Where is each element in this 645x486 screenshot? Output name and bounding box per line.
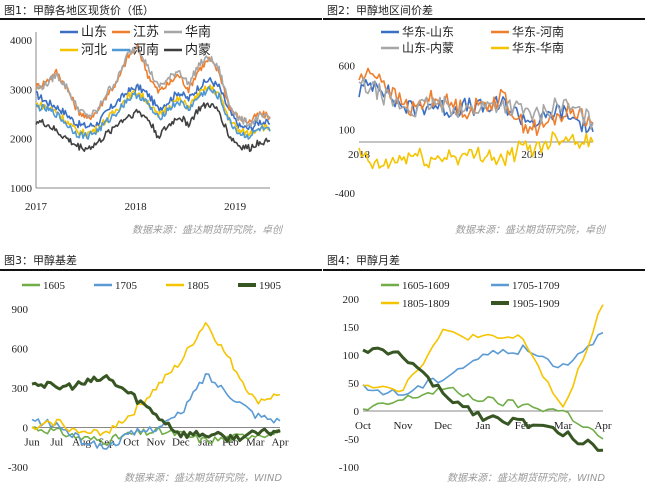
y-tick-label: -300 xyxy=(8,462,29,471)
x-tick-label: 2017 xyxy=(25,201,48,213)
series-line-1905 xyxy=(31,374,281,443)
legend-label: 华南 xyxy=(185,24,211,39)
y-tick-label: 1000 xyxy=(10,183,33,195)
y-tick-label: 100 xyxy=(343,350,360,362)
chart-source: 数据来源：盛达期货研究院，卓创 xyxy=(455,225,605,236)
series-line-河南 xyxy=(35,86,271,140)
title-rule xyxy=(0,18,322,20)
legend-label: 河南 xyxy=(133,42,159,57)
x-tick-label: Apr xyxy=(594,420,611,432)
legend-label: 华东-山东 xyxy=(402,25,454,39)
chart-title: 图2：甲醇地区间价差 xyxy=(327,4,433,17)
legend-label: 江苏 xyxy=(133,24,159,39)
legend-label: 1605-1609 xyxy=(402,280,450,292)
y-tick-label: -100 xyxy=(339,462,360,471)
chart-panel-1: 图1：甲醇各地区现货价（低） 1000 2000 3000 4000 2017 2018 2… xyxy=(0,0,322,243)
chart-svg: -100 -50 0 50 100 150 200 Oct Nov Dec Jan Feb Mar Apr… xyxy=(339,280,612,471)
y-tick-label: 2000 xyxy=(10,134,33,146)
chart-title: 图3：甲醇基差 xyxy=(4,254,77,267)
series-line-山东 xyxy=(35,77,271,132)
y-tick-label: 300 xyxy=(12,383,29,395)
y-tick-label: 3000 xyxy=(10,84,33,96)
y-tick-label: 200 xyxy=(343,294,360,306)
series-line-华东-华南 xyxy=(358,131,594,170)
x-tick-label: Dec xyxy=(434,420,452,432)
x-tick-label: Oct xyxy=(355,420,371,432)
y-tick-label: 0 xyxy=(354,406,360,418)
x-tick-label: Dec xyxy=(172,437,190,449)
chart-source: 数据来源：盛达期货研究院，WIND xyxy=(124,473,283,484)
legend-label: 1705-1709 xyxy=(512,280,560,292)
legend-label: 山东 xyxy=(81,24,107,39)
title-rule xyxy=(323,269,645,271)
y-tick-label: -400 xyxy=(335,188,356,200)
chart-source: 数据来源：盛达期货研究院，卓创 xyxy=(132,225,282,236)
legend-label: 1805 xyxy=(187,280,210,292)
x-tick-label: 2019 xyxy=(224,201,247,213)
series-line-山东-内蒙 xyxy=(358,76,594,130)
chart-panel-4: 图4：甲醇月差 -100 -50 0 50 100 150 200 Oct Nov Dec Jan F… xyxy=(323,247,645,486)
legend-label: 1605 xyxy=(43,280,66,292)
y-tick-label: 0 xyxy=(23,423,29,435)
legend-label: 1905 xyxy=(259,280,282,292)
y-tick-label: 150 xyxy=(343,322,360,334)
y-tick-label: 600 xyxy=(12,344,29,356)
x-tick-label: Jul xyxy=(50,437,63,449)
legend-label: 1805-1809 xyxy=(402,298,450,310)
legend-label: 内蒙 xyxy=(185,42,211,57)
chart-source: 数据来源：盛达期货研究院，WIND xyxy=(447,473,606,484)
chart-title: 图4：甲醇月差 xyxy=(327,254,400,267)
series-line-华南 xyxy=(35,46,271,128)
chart-panel-2: 图2：甲醇地区间价差 -400 100 600 2018 2019 华东-山东 华东-河南山… xyxy=(323,0,645,243)
series-line-1705 xyxy=(31,373,281,450)
legend-label: 华东-河南 xyxy=(512,24,564,39)
chart-title: 图1：甲醇各地区现货价（低） xyxy=(4,4,154,17)
x-tick-label: Jun xyxy=(24,437,40,449)
y-tick-label: 4000 xyxy=(10,35,33,47)
series-line-1905-1909 xyxy=(362,346,604,452)
legend-label: 1705 xyxy=(115,280,138,292)
series-line-1605-1609 xyxy=(362,386,604,440)
title-rule xyxy=(0,269,322,271)
x-tick-label: 2018 xyxy=(348,149,371,161)
series-line-内蒙 xyxy=(35,102,271,153)
title-rule xyxy=(323,18,645,20)
x-tick-label: Oct xyxy=(123,437,139,449)
y-tick-label: 50 xyxy=(348,378,360,390)
x-tick-label: Jan xyxy=(476,420,491,432)
x-tick-label: Nov xyxy=(147,437,166,449)
legend-label: 华东-华南 xyxy=(512,40,564,55)
x-tick-label: Apr xyxy=(271,437,288,449)
x-tick-label: Feb xyxy=(515,420,532,432)
y-tick-label: 600 xyxy=(339,61,356,73)
y-tick-label: 100 xyxy=(339,124,356,136)
series-line-1805 xyxy=(31,321,281,437)
series-line-1805-1809 xyxy=(362,304,604,408)
legend-label: 河北 xyxy=(81,42,107,57)
x-tick-label: 2018 xyxy=(125,201,148,213)
x-tick-label: Nov xyxy=(394,420,413,432)
x-tick-label: Mar xyxy=(554,420,573,432)
legend-label: 山东-内蒙 xyxy=(402,41,454,55)
legend-label: 1905-1909 xyxy=(512,298,560,310)
chart-panel-3: 图3：甲醇基差 -300 0 300 600 900 Jun Jul Aug Sep Oct Nov… xyxy=(0,247,322,486)
x-tick-label: Mar xyxy=(246,437,265,449)
y-tick-label: 900 xyxy=(12,304,29,316)
series-line-1705-1709 xyxy=(362,331,604,396)
y-tick-label: -50 xyxy=(344,434,359,446)
